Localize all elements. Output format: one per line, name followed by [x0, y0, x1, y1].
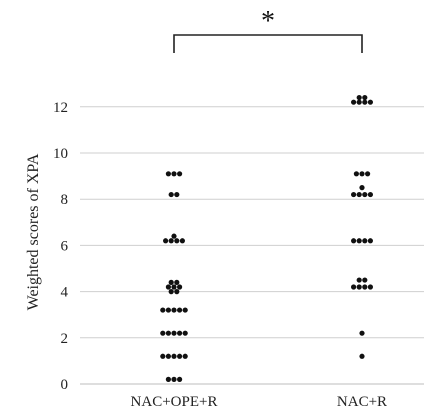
data-point — [174, 191, 180, 198]
significance-annotation: * — [173, 6, 363, 53]
data-point — [359, 330, 365, 336]
data-point — [163, 238, 169, 244]
data-point — [160, 307, 166, 313]
data-point — [356, 94, 362, 101]
data-point — [177, 376, 183, 382]
data-point — [182, 330, 188, 336]
data-point — [351, 99, 357, 105]
data-point — [362, 277, 368, 283]
data-point — [165, 353, 171, 359]
data-point — [367, 284, 373, 290]
data-point — [362, 238, 368, 244]
data-point — [168, 191, 174, 198]
data-point — [171, 233, 177, 239]
data-point — [359, 353, 365, 359]
data-point — [171, 307, 177, 313]
y-axis-title: Weighted scores of XPA — [25, 153, 42, 310]
data-point — [171, 376, 177, 382]
y-tick-label: 10 — [53, 146, 68, 162]
data-point — [177, 330, 183, 336]
data-points — [160, 94, 373, 382]
significance-star: * — [261, 6, 275, 37]
data-point — [367, 99, 373, 105]
data-point — [179, 238, 185, 244]
data-point — [367, 191, 373, 198]
data-point — [182, 307, 188, 313]
y-tick-label: 8 — [61, 192, 69, 208]
data-point — [171, 171, 177, 177]
data-point — [171, 353, 177, 359]
data-point — [356, 284, 362, 290]
data-point — [174, 279, 180, 285]
data-point — [356, 277, 362, 283]
y-tick-label: 12 — [53, 100, 68, 116]
data-point — [174, 289, 180, 295]
category-labels: NAC+OPE+R NAC+R — [131, 394, 388, 410]
data-point — [351, 191, 357, 198]
data-point — [174, 238, 180, 244]
y-tick-labels: 0 2 4 6 8 10 12 — [53, 100, 69, 393]
data-point — [165, 376, 171, 382]
data-point — [362, 94, 368, 101]
data-point — [160, 353, 166, 359]
data-point — [367, 238, 373, 244]
data-point — [165, 284, 171, 290]
data-point — [165, 307, 171, 313]
data-point — [182, 353, 188, 359]
y-tick-label: 4 — [61, 285, 69, 301]
category-label: NAC+R — [337, 394, 387, 410]
data-point — [356, 238, 362, 244]
data-point — [171, 284, 177, 290]
data-point — [362, 191, 368, 198]
data-point — [365, 171, 371, 177]
data-point — [165, 171, 171, 177]
data-point — [351, 238, 357, 244]
data-point — [362, 284, 368, 290]
data-point — [359, 185, 365, 191]
data-point — [177, 284, 183, 290]
data-point — [168, 238, 174, 244]
data-point — [356, 191, 362, 198]
data-point — [351, 284, 357, 290]
data-point — [177, 307, 183, 313]
data-point — [356, 99, 362, 105]
data-point — [168, 279, 174, 285]
gridlines — [80, 106, 424, 339]
y-tick-label: 2 — [61, 331, 69, 347]
data-point — [353, 171, 359, 177]
data-point — [177, 171, 183, 177]
data-point — [171, 330, 177, 336]
data-point — [359, 171, 365, 177]
data-point — [160, 330, 166, 336]
data-point — [165, 330, 171, 336]
data-point — [177, 353, 183, 359]
y-tick-label: 6 — [61, 238, 69, 254]
y-tick-label: 0 — [61, 377, 69, 393]
significance-bracket — [173, 34, 363, 53]
data-point — [168, 289, 174, 295]
category-label: NAC+OPE+R — [131, 394, 218, 410]
data-point — [362, 99, 368, 105]
